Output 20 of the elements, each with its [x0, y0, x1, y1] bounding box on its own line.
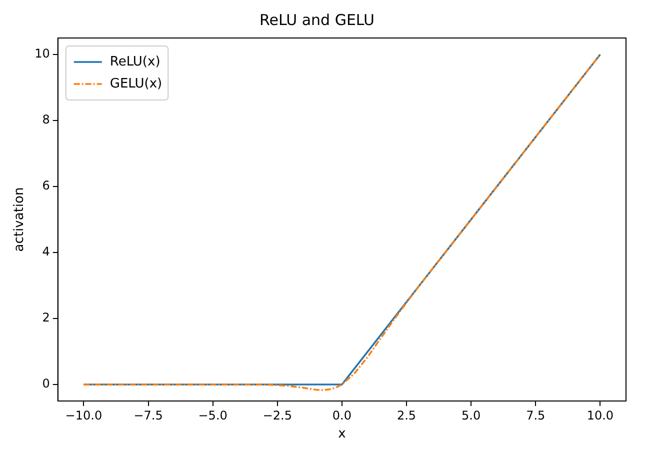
y-tick-label: 2 — [42, 310, 50, 325]
x-tick-label: 0.0 — [332, 408, 352, 422]
x-tick-label: 7.5 — [526, 408, 546, 422]
y-tick-label: 10 — [34, 46, 50, 61]
y-tick-label: 4 — [42, 244, 50, 259]
x-axis-title: x — [338, 426, 346, 442]
y-axis-title: activation — [12, 187, 28, 252]
legend-label: ReLU(x) — [110, 54, 160, 70]
y-tick-label: 8 — [42, 112, 50, 127]
x-tick-label: −10.0 — [65, 408, 102, 422]
x-tick-label: 5.0 — [462, 408, 481, 422]
y-tick-label: 0 — [42, 376, 50, 391]
x-tick-label: −5.0 — [198, 408, 228, 422]
x-tick-label: −7.5 — [134, 408, 163, 422]
x-tick-label: 2.5 — [396, 408, 416, 422]
chart-title: ReLU and GELU — [259, 10, 375, 29]
x-tick-label: −2.5 — [262, 408, 292, 422]
x-tick-label: 10.0 — [586, 408, 614, 422]
y-tick-label: 6 — [42, 178, 50, 193]
legend-label: GELU(x) — [110, 76, 162, 92]
